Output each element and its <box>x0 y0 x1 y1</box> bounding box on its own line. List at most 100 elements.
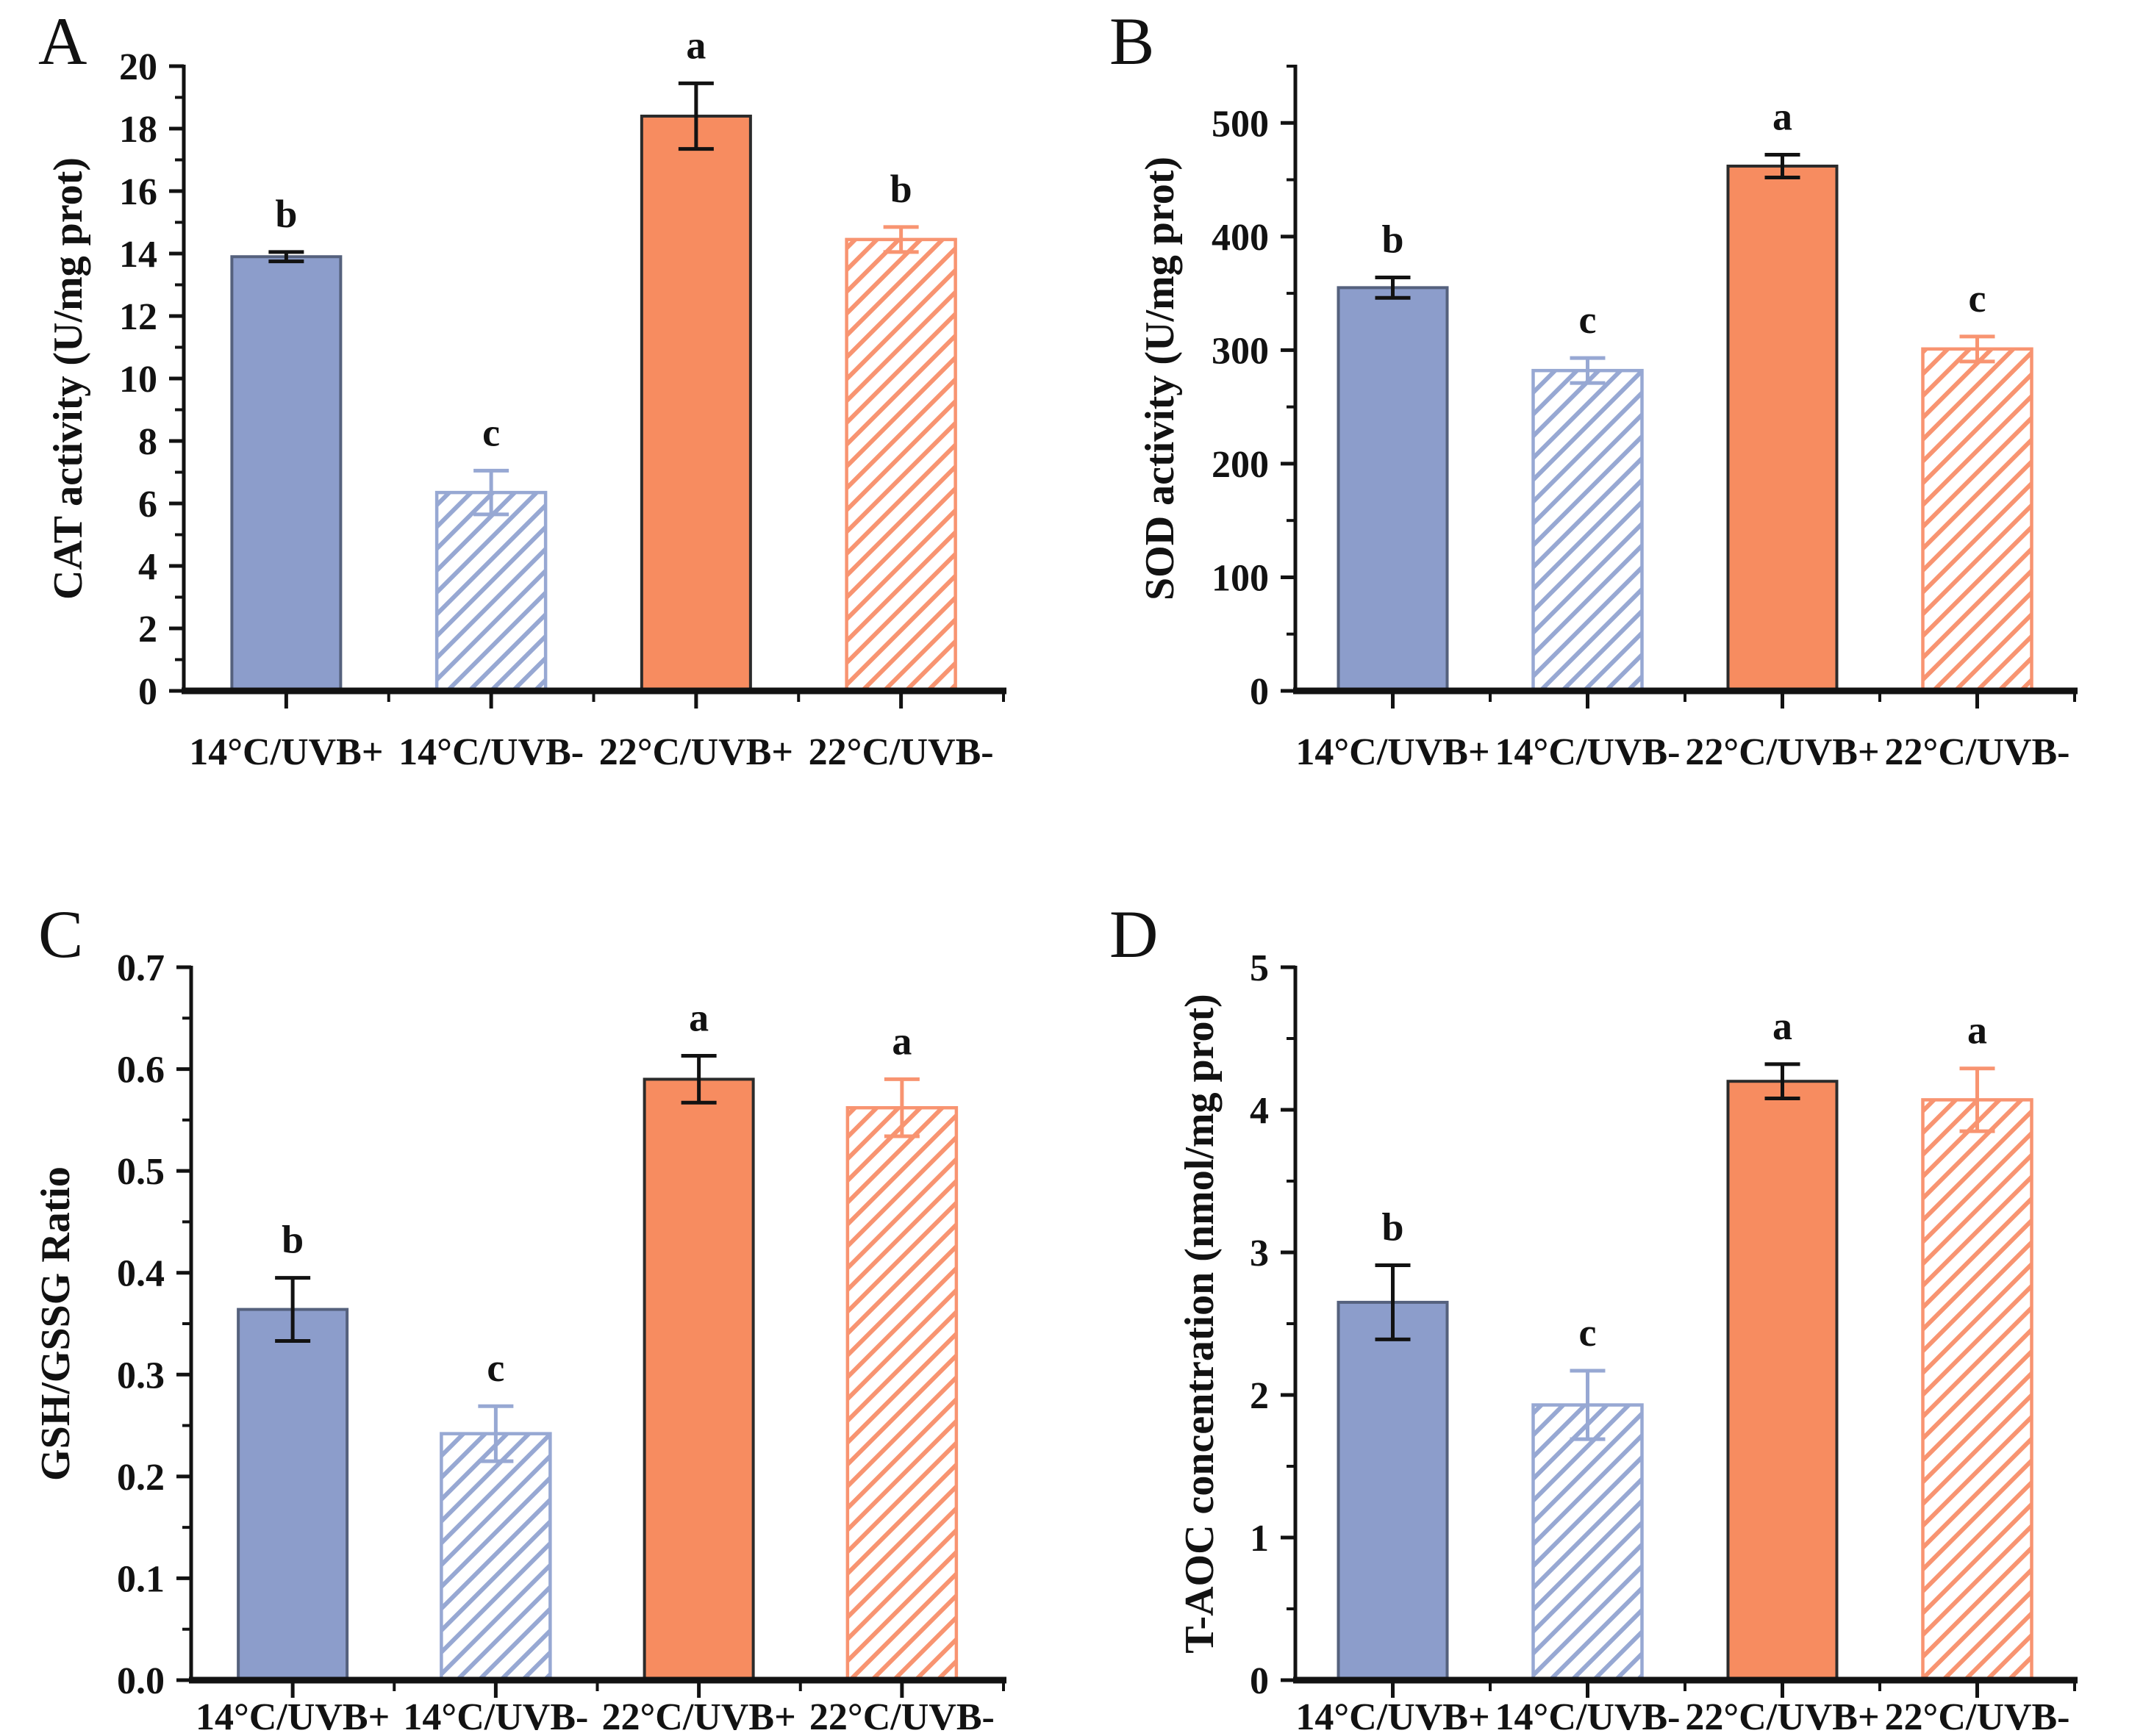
bar-group-22°C/UVB+: a <box>643 996 755 1682</box>
bar <box>1531 368 1644 693</box>
panel-letter-B: B <box>1109 4 1155 79</box>
x-category-label: 22°C/UVB+ <box>1685 1696 1879 1736</box>
chart-GSH-GSSG-ratio: b c a a 0.0 0.1 0.2 0.3 0.4 0.5 0.6 0.7 14°C/UVB+ 14°… <box>33 947 1006 1736</box>
bar-group-14°C/UVB-: c <box>440 1346 552 1682</box>
bar-group-22°C/UVB+: a <box>1726 1004 1839 1682</box>
panel-letter-A: A <box>38 4 87 79</box>
x-category-label: 14°C/UVB- <box>1495 731 1681 773</box>
error-bar <box>1570 1369 1606 1441</box>
significance-letter: a <box>892 1019 912 1063</box>
error-bar <box>478 1404 514 1463</box>
y-tick-label: 200 <box>1212 444 1269 486</box>
error-bar <box>1959 1066 1995 1133</box>
significance-letter: a <box>1967 1008 1987 1052</box>
y-tick-label: 12 <box>119 296 157 338</box>
x-category-label: 14°C/UVB- <box>403 1696 588 1736</box>
y-tick-label: 2 <box>138 609 157 650</box>
x-category-label: 22°C/UVB+ <box>602 1696 796 1736</box>
y-tick-label: 300 <box>1212 330 1269 372</box>
bar <box>1337 1300 1449 1682</box>
bar <box>1531 1403 1644 1682</box>
y-tick-label: 0.2 <box>117 1457 165 1499</box>
significance-letter: a <box>689 996 709 1040</box>
significance-letter: a <box>1772 1004 1792 1048</box>
significance-letter: c <box>487 1346 504 1390</box>
y-tick-label: 4 <box>138 546 157 588</box>
error-bar <box>884 1077 920 1138</box>
y-tick-label: 5 <box>1250 947 1269 989</box>
significance-letter: b <box>282 1218 304 1262</box>
y-tick-label: 2 <box>1250 1375 1269 1417</box>
bar <box>1337 286 1449 692</box>
error-bar <box>1764 1062 1800 1100</box>
significance-letter: c <box>1579 1310 1597 1355</box>
panel-B: B b c a c 0 100 200 300 400 500 14°C/UVB+ 14°C/UVB-… <box>1071 0 2143 868</box>
y-tick-label: 500 <box>1212 103 1269 145</box>
bar <box>640 115 752 692</box>
y-axis-label: SOD activity (U/mg prot) <box>1137 157 1183 600</box>
x-category-label: 22°C/UVB+ <box>599 731 793 773</box>
panel-D: D b c a a 0 1 2 3 4 5 14°C/UVB+ 14°C/UVB- 22°C/UVB+ 2… <box>1071 868 2143 1736</box>
bar <box>643 1077 755 1682</box>
bar-group-22°C/UVB-: a <box>845 1019 959 1682</box>
y-axis-label: T-AOC concentration (nmol/mg prot) <box>1177 994 1223 1654</box>
significance-letter: a <box>686 23 706 67</box>
bar-group-14°C/UVB+: b <box>1337 1205 1449 1682</box>
chart-CAT-activity: b c a b 0 2 4 6 8 10 12 14 16 18 20 14°C/UVB+ 14°C/UVB- 2… <box>46 23 1006 773</box>
x-category-label: 14°C/UVB+ <box>196 1696 390 1736</box>
y-tick-label: 0.0 <box>117 1660 165 1702</box>
significance-letter: b <box>890 167 912 211</box>
bar <box>845 237 957 693</box>
y-tick-label: 0 <box>138 671 157 713</box>
chart-T-AOC-concentration: b c a a 0 1 2 3 4 5 14°C/UVB+ 14°C/UVB- 22°C/UVB+ 22°… <box>1177 947 2078 1736</box>
bar-group-14°C/UVB-: c <box>1531 298 1644 693</box>
significance-letter: c <box>1969 276 1986 320</box>
bar-group-22°C/UVB-: b <box>845 167 957 693</box>
x-category-label: 22°C/UVB+ <box>1685 731 1879 773</box>
bar-group-22°C/UVB+: a <box>640 23 752 692</box>
y-tick-label: 0 <box>1250 671 1269 713</box>
y-axis-label: GSH/GSSG Ratio <box>33 1166 79 1481</box>
y-tick-label: 1 <box>1250 1518 1269 1560</box>
y-tick-label: 100 <box>1212 557 1269 599</box>
y-tick-label: 16 <box>119 171 157 213</box>
error-bar <box>678 81 714 151</box>
x-category-label: 22°C/UVB- <box>809 731 994 773</box>
bar <box>237 1308 349 1682</box>
y-tick-label: 0.3 <box>117 1355 165 1396</box>
y-tick-label: 8 <box>138 421 157 463</box>
x-category-label: 22°C/UVB- <box>1885 1696 2070 1736</box>
bar <box>230 255 343 692</box>
error-bar <box>681 1054 717 1105</box>
x-category-label: 22°C/UVB- <box>809 1696 995 1736</box>
y-tick-label: 0.1 <box>117 1558 165 1600</box>
error-bar <box>1570 356 1606 385</box>
bar <box>1921 1098 2033 1682</box>
bar-group-14°C/UVB-: c <box>434 410 548 693</box>
bar <box>1726 165 1839 692</box>
bar-group-22°C/UVB-: c <box>1921 276 2033 693</box>
panel-letter-C: C <box>38 897 84 972</box>
error-bar <box>1764 153 1800 179</box>
error-bar <box>268 250 304 264</box>
x-category-label: 14°C/UVB+ <box>1295 731 1489 773</box>
bar-group-14°C/UVB+: b <box>237 1218 349 1682</box>
x-category-label: 14°C/UVB+ <box>1295 1696 1489 1736</box>
bar-group-14°C/UVB+: b <box>1337 217 1449 692</box>
panel-A: A b c a b 0 2 4 6 8 10 12 14 16 18 20 14°C/UVB+ 14°C/UVB… <box>0 0 1071 868</box>
significance-letter: b <box>1381 1205 1403 1249</box>
y-tick-label: 0.6 <box>117 1050 165 1091</box>
y-tick-label: 400 <box>1212 217 1269 259</box>
y-tick-label: 18 <box>119 109 157 151</box>
panel-letter-D: D <box>1109 897 1159 972</box>
x-category-label: 14°C/UVB+ <box>189 731 383 773</box>
y-tick-label: 0.5 <box>117 1151 165 1193</box>
y-tick-label: 3 <box>1250 1233 1269 1274</box>
bar-group-22°C/UVB-: a <box>1921 1008 2033 1682</box>
error-bar <box>473 468 509 517</box>
y-tick-label: 10 <box>119 359 157 401</box>
error-bar <box>275 1276 311 1344</box>
bar <box>845 1105 959 1682</box>
